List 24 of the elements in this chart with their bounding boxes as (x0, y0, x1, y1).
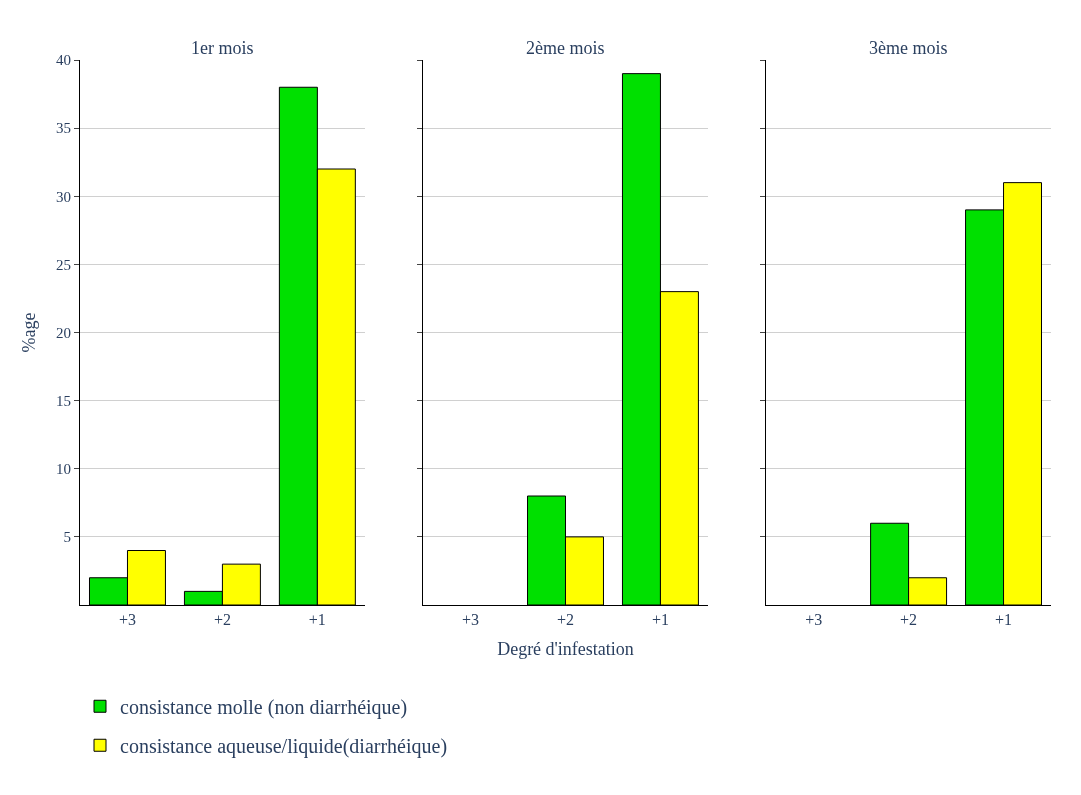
chart-title: 1er mois (191, 38, 254, 58)
x-axis-title: Degré d'infestation (497, 639, 634, 660)
chart-title: 2ème mois (526, 38, 605, 58)
x-tick-label: +2 (900, 611, 918, 629)
legend-label: consistance aqueuse/liquide(diarrhéique) (120, 735, 448, 759)
x-tick-label: +3 (805, 611, 823, 629)
x-tick-label: +2 (213, 611, 231, 629)
x-tick-label: +1 (995, 611, 1013, 629)
x-tick-label: +3 (462, 611, 480, 629)
x-tick-label: +2 (556, 611, 575, 629)
y-tick-label: 35 (56, 120, 71, 137)
y-tick-label: 40 (56, 52, 71, 69)
y-axis-title: %age (19, 312, 40, 353)
y-tick-label: 30 (56, 188, 71, 205)
y-tick-label: 10 (56, 461, 71, 477)
x-tick-label: +1 (651, 611, 669, 629)
y-tick-label: 25 (56, 256, 71, 273)
y-tick-label: 20 (56, 324, 71, 341)
x-tick-label: +3 (118, 611, 136, 629)
y-tick-label: 5 (63, 529, 71, 546)
chart-title: 3ème mois (869, 38, 948, 58)
x-tick-label: +1 (308, 611, 326, 629)
legend-label: consistance molle (non diarrhéique) (120, 696, 408, 720)
y-tick-label: 15 (56, 392, 71, 409)
